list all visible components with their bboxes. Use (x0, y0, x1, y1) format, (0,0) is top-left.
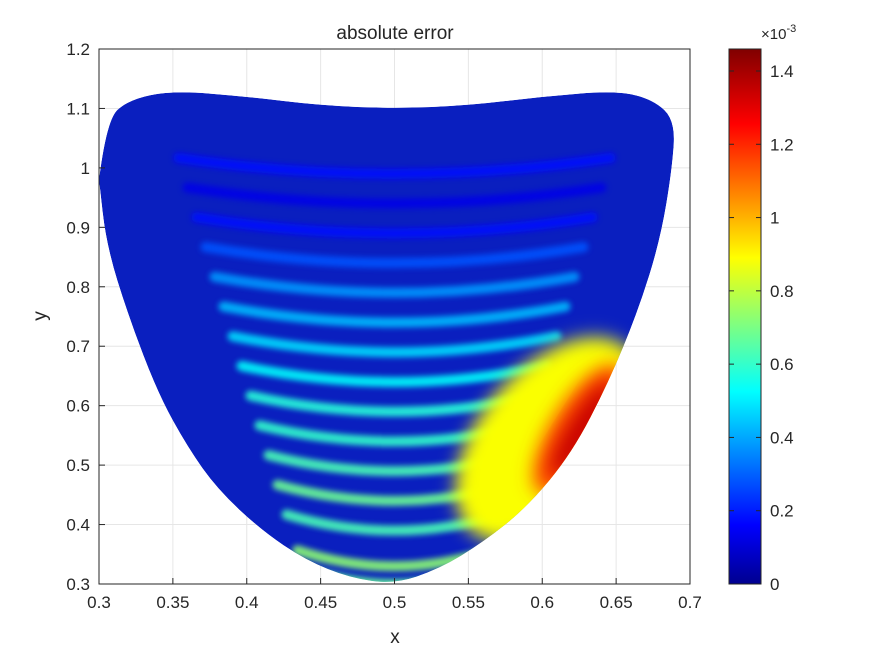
colorbar-tick-label: 1 (770, 209, 779, 228)
error-band (191, 212, 598, 239)
colorbar-exponent-power: -3 (786, 23, 796, 35)
y-tick-label: 0.9 (66, 218, 90, 237)
x-tick-label: 0.6 (530, 593, 554, 612)
colorbar (728, 48, 762, 585)
y-tick-label: 1.2 (66, 40, 90, 59)
x-axis-label: x (390, 627, 400, 648)
x-ticks: 0.3 0.35 0.4 0.45 0.5 0.55 0.6 0.65 0.7 (87, 578, 702, 612)
error-band (209, 271, 580, 298)
colorbar-tick-label: 0.8 (770, 282, 794, 301)
y-tick-label: 0.4 (66, 516, 90, 535)
y-tick-label: 0.5 (66, 456, 90, 475)
x-tick-label: 0.65 (600, 593, 633, 612)
colorbar-tick-label: 0 (770, 575, 779, 594)
x-tick-label: 0.55 (452, 593, 485, 612)
colorbar-tick-label: 0.6 (770, 355, 794, 374)
y-tick-label: 0.7 (66, 337, 90, 356)
error-band (182, 182, 607, 209)
x-tick-label: 0.4 (235, 593, 259, 612)
y-axis-label: y (30, 311, 51, 321)
x-tick-label: 0.45 (304, 593, 337, 612)
colorbar-ticks: 0 0.2 0.4 0.6 0.8 1 1.2 1.4 (729, 62, 794, 594)
colorbar-exponent-base: ×10 (761, 26, 786, 43)
x-tick-label: 0.5 (383, 593, 407, 612)
x-tick-label: 0.3 (87, 593, 111, 612)
colorbar-tick-label: 1.4 (770, 62, 794, 81)
error-band (173, 152, 616, 179)
chart-title: absolute error (336, 23, 454, 44)
y-tick-label: 1.1 (66, 99, 90, 118)
error-band (236, 360, 553, 387)
y-ticks: 0.3 0.4 0.5 0.6 0.7 0.8 0.9 1 1.1 1.2 (66, 40, 105, 594)
colorbar-tick-label: 0.4 (770, 428, 794, 447)
heatmap-surface (99, 92, 674, 582)
y-tick-label: 0.8 (66, 278, 90, 297)
error-band (200, 242, 589, 269)
error-band (218, 301, 571, 328)
y-tick-label: 1 (81, 159, 90, 178)
y-tick-label: 0.3 (66, 575, 90, 594)
colorbar-exponent: ×10-3 (761, 23, 796, 43)
y-tick-label: 0.6 (66, 397, 90, 416)
x-tick-label: 0.35 (156, 593, 189, 612)
colorbar-tick-label: 1.2 (770, 135, 794, 154)
error-band (227, 331, 562, 358)
colorbar-tick-label: 0.2 (770, 502, 794, 521)
x-tick-label: 0.7 (678, 593, 702, 612)
